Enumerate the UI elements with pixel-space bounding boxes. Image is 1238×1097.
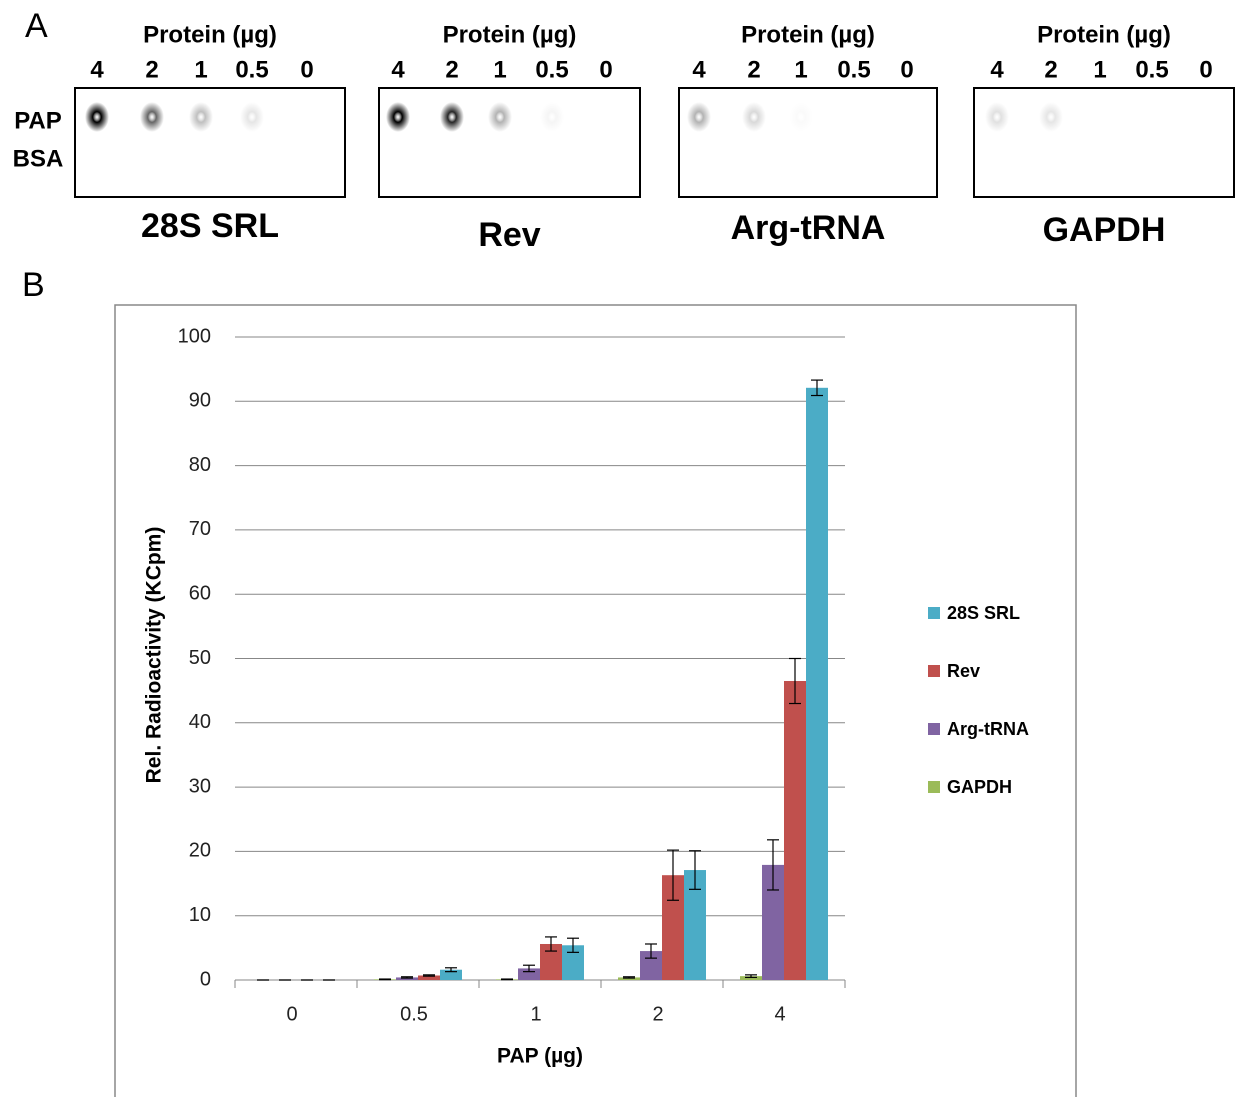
figure: A B PAP BSA Protein (µg)4210.5028S SRLPr… — [0, 0, 1238, 1097]
lane-label: 2 — [747, 56, 760, 83]
x-tick-label: 1 — [530, 1003, 541, 1025]
lane-label: 4 — [692, 56, 706, 83]
lane-label: 4 — [990, 56, 1004, 83]
dot — [189, 102, 213, 132]
lane-label: 2 — [1044, 56, 1057, 83]
y-tick-label: 10 — [189, 904, 211, 926]
row-label: BSA — [13, 145, 64, 172]
legend-swatch — [928, 665, 940, 677]
legend-label: Arg-tRNA — [947, 719, 1029, 739]
dot — [386, 102, 410, 132]
blots: Protein (µg) 4 2 1 0.5 0 28S SRL Protein (µg) 4 2… — [75, 21, 1234, 254]
lane-label: 0.5 — [837, 56, 870, 83]
dot — [687, 102, 711, 132]
dot — [440, 102, 464, 132]
y-tick-label: 90 — [189, 390, 211, 412]
y-tick-label: 60 — [189, 582, 211, 604]
chart-frame — [115, 305, 1076, 1097]
blot-box — [679, 88, 937, 197]
lane-label: 0.5 — [535, 56, 568, 83]
dot — [85, 102, 109, 132]
x-tick-label: 0.5 — [400, 1003, 428, 1025]
lane-label: 0 — [1199, 56, 1212, 83]
legend-swatch — [928, 607, 940, 619]
blot-box — [974, 88, 1234, 197]
lane-label: 0 — [300, 56, 313, 83]
bar — [806, 388, 828, 980]
x-tick-label: 4 — [774, 1003, 785, 1025]
x-tick-label: 2 — [652, 1003, 663, 1025]
blot-name: Rev — [478, 216, 540, 254]
blot-header: Protein (µg) — [741, 21, 875, 48]
blot-header: Protein (µg) — [1037, 21, 1171, 48]
y-tick-label: 50 — [189, 647, 211, 669]
y-tick-label: 100 — [178, 325, 211, 347]
lane-label: 4 — [391, 56, 405, 83]
y-tick-label: 80 — [189, 454, 211, 476]
legend-label: 28S SRL — [947, 603, 1020, 623]
y-tick-label: 70 — [189, 518, 211, 540]
lane-label: 0.5 — [1135, 56, 1168, 83]
dot — [240, 102, 264, 132]
panel-label: A — [25, 7, 48, 45]
lane-label: 1 — [1093, 56, 1106, 83]
row-label: PAP — [14, 107, 62, 134]
y-tick-label: 30 — [189, 775, 211, 797]
panel-label: B — [22, 266, 45, 304]
error-bar — [379, 979, 391, 980]
blot-header: Protein (µg) — [443, 21, 577, 48]
legend-label: Rev — [947, 661, 980, 681]
blot-name: GAPDH — [1043, 211, 1166, 249]
y-tick-label: 0 — [200, 968, 211, 990]
dot — [140, 102, 164, 132]
blot-box — [379, 88, 640, 197]
dot — [985, 102, 1009, 132]
dot — [1039, 102, 1063, 132]
blot-name: Arg-tRNA — [731, 209, 886, 247]
error-bar — [501, 979, 513, 980]
legend-swatch — [928, 723, 940, 735]
lane-label: 0.5 — [235, 56, 268, 83]
lane-label: 1 — [493, 56, 506, 83]
error-bar — [745, 975, 757, 978]
lane-label: 1 — [794, 56, 807, 83]
dot — [488, 102, 512, 132]
page: {"panel_a": {"label": "A", "row_labels":… — [0, 0, 1238, 1097]
blot-header: Protein (µg) — [143, 21, 277, 48]
legend-label: GAPDH — [947, 777, 1012, 797]
x-axis-label: PAP (µg) — [497, 1045, 583, 1068]
lane-label: 2 — [445, 56, 458, 83]
lane-label: 0 — [900, 56, 913, 83]
dot — [789, 102, 813, 132]
y-axis-label: Rel. Radioactivity (KCpm) — [143, 527, 166, 784]
y-tick-label: 40 — [189, 711, 211, 733]
y-tick-label: 20 — [189, 840, 211, 862]
blot-name: 28S SRL — [141, 207, 279, 245]
lane-label: 1 — [194, 56, 207, 83]
dot — [742, 102, 766, 132]
legend-swatch — [928, 781, 940, 793]
lane-label: 0 — [599, 56, 612, 83]
bar — [784, 681, 806, 980]
lane-label: 4 — [90, 56, 104, 83]
blot-box — [75, 88, 345, 197]
lane-label: 2 — [145, 56, 158, 83]
x-tick-label: 0 — [286, 1003, 297, 1025]
dot — [540, 102, 564, 132]
